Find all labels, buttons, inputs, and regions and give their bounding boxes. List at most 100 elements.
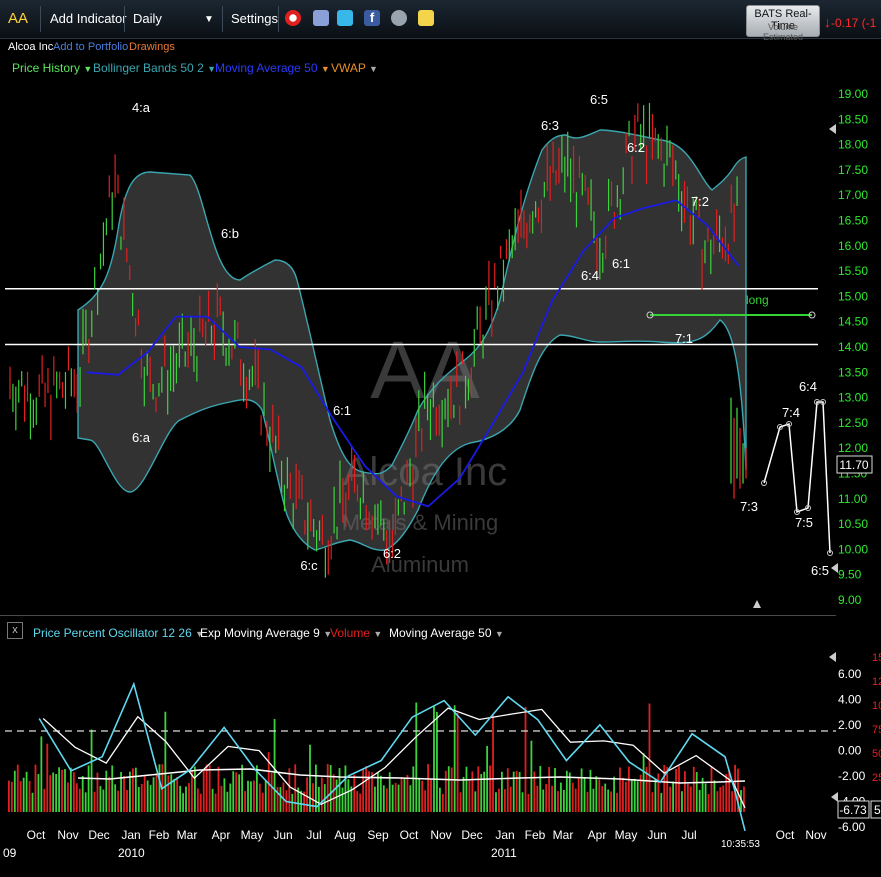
- trendline-handle[interactable]: [808, 311, 816, 319]
- wave-annotation[interactable]: 6:5: [811, 563, 829, 578]
- scroll-left-icon[interactable]: [829, 652, 836, 662]
- volume-bar: [105, 770, 108, 812]
- print-icon[interactable]: [313, 10, 329, 26]
- wave-annotation[interactable]: 6:1: [333, 403, 351, 418]
- scroll-up-icon[interactable]: [753, 600, 761, 608]
- indicator-bollinger[interactable]: Bollinger Bands 50 2 ▼: [93, 61, 216, 75]
- share-icon[interactable]: [391, 10, 407, 26]
- settings-button[interactable]: Settings: [231, 11, 278, 26]
- wave-annotation[interactable]: 7:4: [782, 405, 800, 420]
- indicator-price-history[interactable]: Price History ▼: [12, 61, 92, 75]
- volume-bar: [78, 788, 81, 812]
- moving-average-line: [86, 199, 740, 508]
- volume-bar: [740, 790, 742, 812]
- facebook-icon[interactable]: f: [364, 10, 380, 26]
- volume-bar: [143, 775, 146, 812]
- projection-point[interactable]: [820, 399, 826, 405]
- projection-point[interactable]: [777, 424, 783, 430]
- indicator-moving-average[interactable]: Moving Average 50 ▼: [215, 61, 330, 75]
- wave-annotation[interactable]: 6:a: [132, 430, 151, 445]
- volume-bar: [710, 767, 713, 812]
- volume-bar: [645, 767, 648, 812]
- chevron-down-icon[interactable]: ▼: [195, 629, 205, 639]
- chevron-down-icon[interactable]: ▼: [373, 629, 383, 639]
- wave-annotation[interactable]: 6:5: [590, 92, 608, 107]
- drawings-link[interactable]: Drawings: [129, 41, 175, 53]
- note-icon[interactable]: [418, 10, 434, 26]
- volume-bar: [468, 779, 471, 812]
- scroll-left-icon[interactable]: [829, 124, 836, 134]
- wave-annotation[interactable]: 7:1: [675, 331, 693, 346]
- projection-point[interactable]: [814, 399, 820, 405]
- quote-source-button[interactable]: BATS Real-Time Volume Estimated: [746, 5, 820, 42]
- add-indicator-button[interactable]: Add Indicator: [50, 11, 127, 26]
- projection-point[interactable]: [827, 550, 833, 556]
- projection-point[interactable]: [786, 421, 792, 427]
- add-to-portfolio-link[interactable]: Add to Portfolio: [53, 41, 129, 53]
- volume-bar: [562, 789, 565, 812]
- pane-divider[interactable]: [0, 615, 836, 616]
- wave-annotation[interactable]: 6:c: [300, 558, 318, 573]
- long-trendline[interactable]: long: [646, 293, 816, 319]
- indicator-volume[interactable]: Volume ▼: [330, 626, 382, 640]
- chevron-down-icon[interactable]: ▼: [207, 64, 217, 74]
- volume-bar: [651, 792, 654, 812]
- volume-bar: [477, 766, 480, 812]
- wave-annotation[interactable]: 4:a: [132, 100, 151, 115]
- wave-annotation[interactable]: 6:4: [581, 268, 599, 283]
- volume-bar: [16, 764, 19, 812]
- chevron-down-icon[interactable]: ▼: [320, 64, 330, 74]
- projection-point[interactable]: [805, 505, 811, 511]
- indicator-ppo[interactable]: Price Percent Oscillator 12 26 ▼: [33, 626, 204, 640]
- volume-bar: [495, 792, 497, 812]
- wave-annotation[interactable]: 6:b: [221, 226, 239, 241]
- chevron-down-icon[interactable]: ▼: [204, 14, 214, 25]
- wave-annotation[interactable]: 6:2: [627, 140, 645, 155]
- volume-bar: [695, 772, 698, 812]
- twitter-icon[interactable]: [337, 10, 353, 26]
- chevron-down-icon[interactable]: ▼: [323, 629, 333, 639]
- projection-point[interactable]: [761, 480, 767, 486]
- chevron-down-icon[interactable]: ▼: [494, 629, 504, 639]
- indicator-ema[interactable]: Exp Moving Average 9 ▼: [200, 626, 332, 640]
- indicator-volume-ma[interactable]: Moving Average 50 ▼: [389, 626, 504, 640]
- indicator-vwap[interactable]: VWAP ▼: [331, 61, 378, 75]
- osc-tick-label: -6.00: [838, 820, 866, 834]
- interval-select[interactable]: Daily: [133, 11, 162, 26]
- price-axis[interactable]: 19.00 18.50 18.00 17.50 17.00 16.50 16.00 15.50…: [838, 87, 868, 607]
- projection-point[interactable]: [794, 509, 800, 515]
- symbol-label[interactable]: AA: [8, 10, 29, 27]
- time-tick-label: Feb: [149, 828, 170, 842]
- wave-annotation[interactable]: 7:5: [795, 515, 813, 530]
- volume-bar: [158, 764, 161, 812]
- wave-annotation[interactable]: 6:4: [799, 379, 817, 394]
- projection-path[interactable]: [761, 399, 833, 556]
- volume-bar: [592, 788, 595, 812]
- volume-bar: [595, 776, 598, 812]
- chevron-down-icon[interactable]: ▼: [369, 64, 378, 74]
- volume-bar: [633, 778, 636, 812]
- wave-annotation[interactable]: 6:1: [612, 256, 630, 271]
- close-pane-button[interactable]: x: [7, 622, 23, 639]
- volume-bar: [211, 788, 214, 812]
- watermark-industry: Aluminum: [371, 552, 469, 577]
- volume-bar: [99, 786, 102, 812]
- volume-bar: [332, 774, 335, 812]
- price-history-series: [9, 102, 747, 578]
- chevron-down-icon[interactable]: ▼: [83, 64, 93, 74]
- wave-annotation[interactable]: 6:2: [383, 546, 401, 561]
- wave-annotation[interactable]: 7:3: [740, 499, 758, 514]
- price-chart[interactable]: AA Alcoa Inc Metals & Mining Aluminum lo…: [0, 80, 881, 615]
- volume-bar: [557, 791, 559, 812]
- time-axis[interactable]: Oct Nov Dec Jan Feb Mar Apr May Jun Jul Aug Sep Oct N…: [3, 828, 827, 860]
- scroll-left-icon[interactable]: [831, 563, 838, 573]
- volume-bar: [568, 772, 571, 812]
- scroll-left-icon[interactable]: [831, 792, 838, 802]
- oscillator-chart[interactable]: 6.004.002.000.00-2.00-4.00-6.00151210755…: [0, 642, 881, 877]
- alarm-icon[interactable]: [285, 10, 301, 26]
- wave-annotation[interactable]: 6:3: [541, 118, 559, 133]
- wave-annotation[interactable]: 7:2: [691, 194, 709, 209]
- volume-bar: [173, 778, 176, 812]
- projection-line[interactable]: [763, 401, 831, 554]
- trendline-handle[interactable]: [646, 311, 654, 319]
